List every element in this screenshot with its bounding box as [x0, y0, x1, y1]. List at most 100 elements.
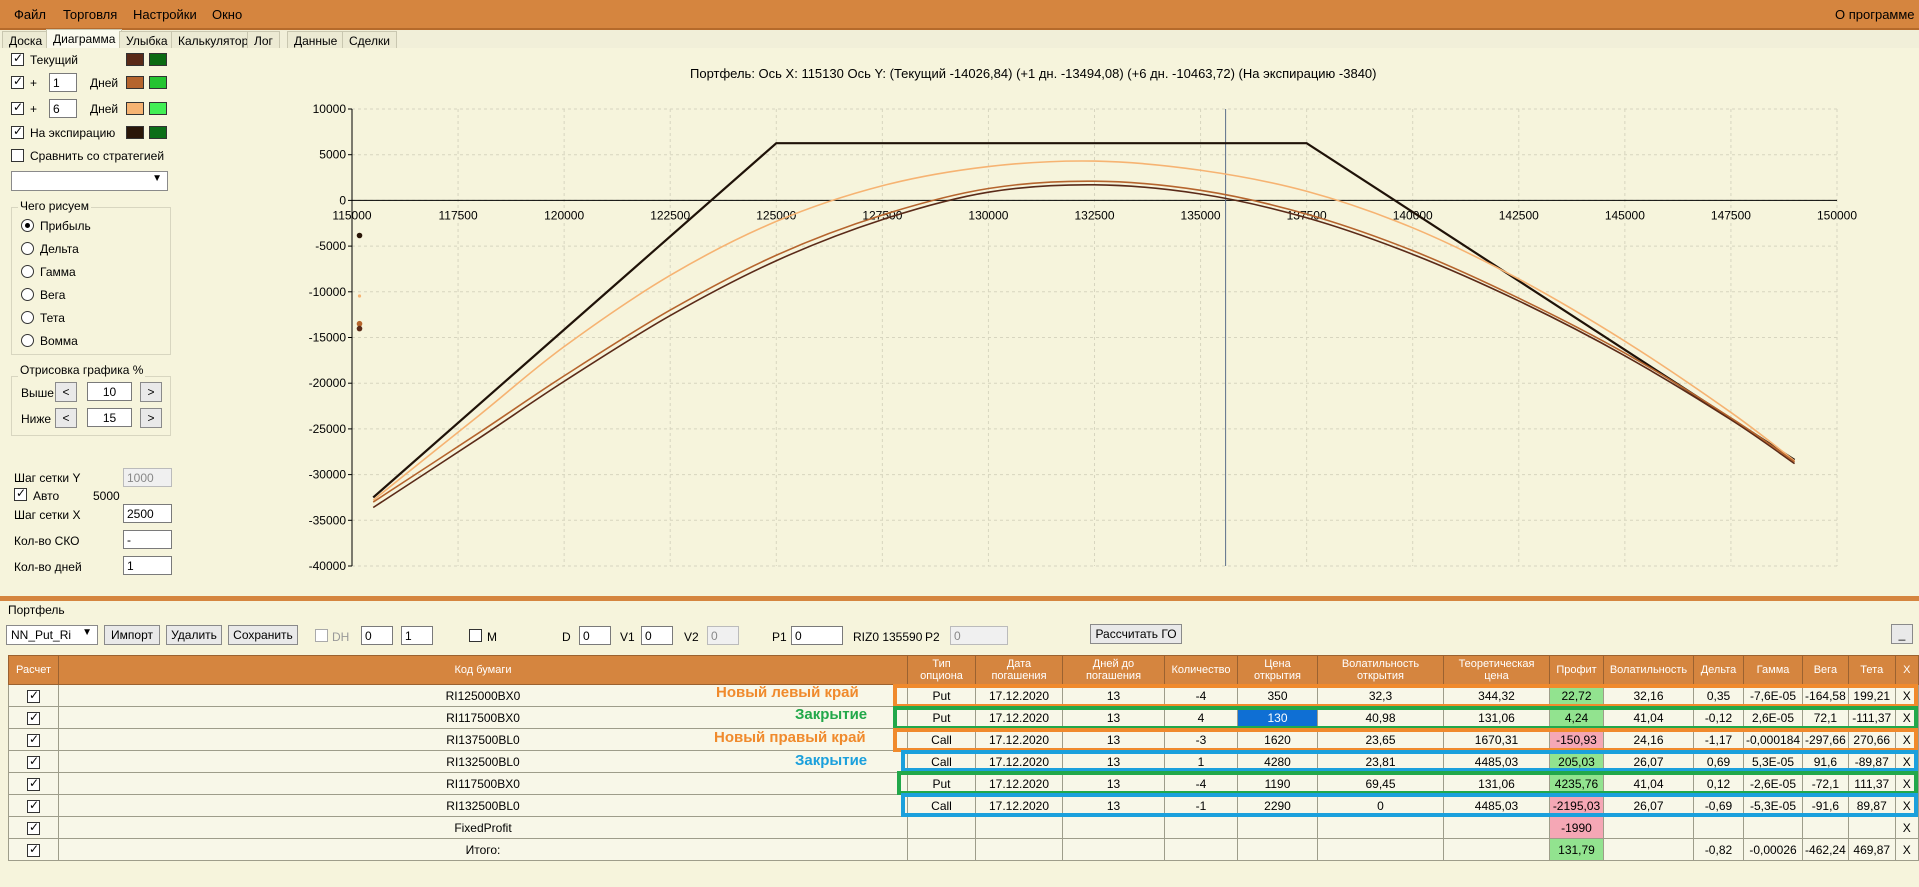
- table-row[interactable]: RI117500BX0Put17.12.202013413040,98131,0…: [8, 706, 1919, 729]
- p1-input[interactable]: 0: [791, 626, 843, 645]
- column-header[interactable]: Количество: [1164, 655, 1238, 685]
- delete-button[interactable]: Удалить: [166, 625, 222, 645]
- expiry-color-swatch[interactable]: [126, 126, 144, 139]
- table-cell[interactable]: X: [1894, 684, 1919, 707]
- below-input[interactable]: 15: [87, 408, 132, 427]
- radio-vega[interactable]: [21, 288, 34, 301]
- above-input[interactable]: 10: [87, 382, 132, 401]
- tab-log[interactable]: Лог: [247, 31, 280, 48]
- table-row[interactable]: RI125000BX0Put17.12.202013-435032,3344,3…: [8, 684, 1919, 707]
- current-color-swatch[interactable]: [126, 53, 144, 66]
- current-checkbox[interactable]: [11, 51, 24, 66]
- tab-data[interactable]: Данные: [287, 31, 345, 48]
- column-header[interactable]: Вега: [1802, 655, 1849, 685]
- calc-checkbox[interactable]: [27, 798, 40, 813]
- calc-checkbox[interactable]: [27, 710, 40, 725]
- menu-window[interactable]: Окно: [212, 7, 243, 22]
- column-header[interactable]: Гамма: [1742, 655, 1804, 685]
- profit-chart[interactable]: 115000 117500 120000 122500 125000 127500 1300…: [0, 0, 1919, 596]
- above-decrease-button[interactable]: <: [55, 382, 77, 402]
- table-row[interactable]: RI137500BL0Call17.12.202013-3162023,6516…: [8, 728, 1919, 751]
- calc-checkbox[interactable]: [27, 754, 40, 769]
- column-header[interactable]: Дата погашения: [975, 655, 1063, 685]
- strategy-dropdown[interactable]: ▼: [11, 171, 168, 191]
- sko-input[interactable]: -: [123, 530, 172, 549]
- table-row[interactable]: RI132500BL0Call17.12.202013-1229004485,0…: [8, 794, 1919, 817]
- tab-diagram[interactable]: Диаграмма: [46, 29, 123, 48]
- table-row[interactable]: FixedProfit -1990 X: [8, 816, 1919, 839]
- column-header[interactable]: Теоретическая цена: [1443, 655, 1550, 685]
- table-row[interactable]: RI117500BX0Put17.12.202013-4119069,45131…: [8, 772, 1919, 795]
- tab-smile[interactable]: Улыбка: [119, 31, 175, 48]
- d-input[interactable]: 0: [579, 626, 611, 645]
- days1-color-swatch[interactable]: [126, 76, 144, 89]
- calc-checkbox[interactable]: [27, 842, 40, 857]
- menu-file[interactable]: Файл: [14, 7, 46, 22]
- days2-checkbox[interactable]: [11, 100, 24, 115]
- days-count-input[interactable]: 1: [123, 556, 172, 575]
- table-cell[interactable]: X: [1894, 838, 1919, 861]
- radio-profit[interactable]: [21, 219, 34, 232]
- menu-about[interactable]: О программе: [1835, 7, 1915, 22]
- days1-color-swatch-2[interactable]: [149, 76, 167, 89]
- table-cell[interactable]: X: [1894, 772, 1919, 795]
- expiry-checkbox[interactable]: [11, 124, 24, 139]
- column-header[interactable]: Цена открытия: [1237, 655, 1318, 685]
- column-header[interactable]: Код бумаги: [58, 655, 908, 685]
- calc-checkbox[interactable]: [27, 820, 40, 835]
- calc-go-button[interactable]: Рассчитать ГО: [1090, 624, 1182, 644]
- panel-splitter[interactable]: [0, 596, 1919, 601]
- column-header[interactable]: Дельта: [1693, 655, 1744, 685]
- days2-color-swatch[interactable]: [126, 102, 144, 115]
- table-cell[interactable]: X: [1894, 750, 1919, 773]
- radio-theta[interactable]: [21, 311, 34, 324]
- column-header[interactable]: Тета: [1847, 655, 1896, 685]
- days1-checkbox[interactable]: [11, 74, 24, 89]
- calc-checkbox[interactable]: [27, 732, 40, 747]
- below-decrease-button[interactable]: <: [55, 408, 77, 428]
- auto-checkbox[interactable]: [14, 486, 27, 501]
- days2-input[interactable]: 6: [49, 99, 77, 118]
- column-header[interactable]: Дней до погашения: [1062, 655, 1165, 685]
- expiry-color-swatch-2[interactable]: [149, 126, 167, 139]
- current-color-swatch-2[interactable]: [149, 53, 167, 66]
- v2-input[interactable]: 0: [707, 626, 739, 645]
- m-checkbox[interactable]: [469, 629, 482, 642]
- grid-x-input[interactable]: 2500: [123, 504, 172, 523]
- v1-input[interactable]: 0: [641, 626, 673, 645]
- column-header[interactable]: Расчет: [8, 655, 59, 685]
- tab-board[interactable]: Доска: [2, 31, 50, 48]
- tab-calculator[interactable]: Калькулятор: [171, 31, 256, 48]
- radio-delta[interactable]: [21, 242, 34, 255]
- compare-checkbox[interactable]: [11, 149, 24, 162]
- table-cell[interactable]: X: [1894, 794, 1919, 817]
- column-header[interactable]: Волатильность: [1603, 655, 1694, 685]
- table-cell[interactable]: X: [1894, 816, 1919, 839]
- table-cell[interactable]: X: [1894, 728, 1919, 751]
- menu-trading[interactable]: Торговля: [63, 7, 118, 22]
- table-row[interactable]: RI132500BL0Call17.12.2020131428023,81448…: [8, 750, 1919, 773]
- menu-settings[interactable]: Настройки: [133, 7, 197, 22]
- minimize-button[interactable]: _: [1891, 624, 1913, 644]
- spin2-input[interactable]: 1: [401, 626, 433, 645]
- radio-vomma[interactable]: [21, 334, 34, 347]
- p2-input[interactable]: 0: [950, 626, 1008, 645]
- column-header[interactable]: Волатильность открытия: [1317, 655, 1444, 685]
- portfolio-dropdown[interactable]: NN_Put_Ri ▼: [6, 625, 98, 645]
- spin1-input[interactable]: 0: [361, 626, 393, 645]
- tab-deals[interactable]: Сделки: [342, 31, 397, 48]
- radio-gamma[interactable]: [21, 265, 34, 278]
- column-header[interactable]: Тип опциона: [907, 655, 976, 685]
- calc-checkbox[interactable]: [27, 688, 40, 703]
- column-header[interactable]: Профит: [1549, 655, 1604, 685]
- below-increase-button[interactable]: >: [140, 408, 162, 428]
- column-header[interactable]: X: [1894, 655, 1919, 685]
- days1-input[interactable]: 1: [49, 73, 77, 92]
- table-cell[interactable]: X: [1894, 706, 1919, 729]
- save-button[interactable]: Сохранить: [228, 625, 298, 645]
- import-button[interactable]: Импорт: [104, 625, 160, 645]
- dh-checkbox[interactable]: [315, 629, 328, 642]
- days2-color-swatch-2[interactable]: [149, 102, 167, 115]
- calc-checkbox[interactable]: [27, 776, 40, 791]
